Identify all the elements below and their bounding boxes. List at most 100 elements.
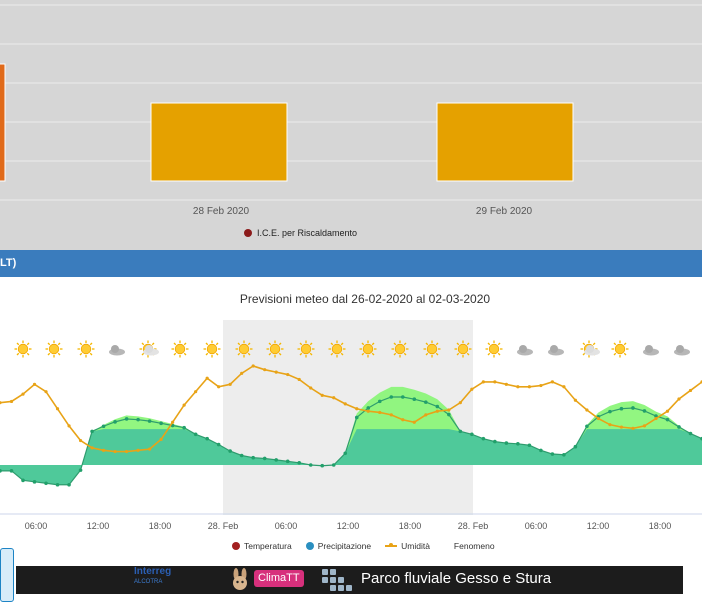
- humidity-point: [113, 449, 117, 454]
- temperature-point: [447, 412, 451, 417]
- legend-item-temperatura[interactable]: Temperatura: [232, 541, 292, 551]
- humidity-point: [424, 413, 428, 417]
- humidity-point: [677, 397, 681, 401]
- legend-label: Umidità: [401, 541, 430, 551]
- humidity-point: [665, 409, 670, 413]
- humidity-point: [447, 408, 451, 412]
- sun-icon: [171, 340, 189, 358]
- sun-icon: [391, 340, 409, 358]
- temperature-point: [516, 441, 520, 446]
- temperature-point: [308, 463, 313, 467]
- x-tick-label: 28. Feb: [208, 521, 239, 531]
- cloud-icon: [548, 345, 564, 356]
- temperature-point: [631, 406, 635, 410]
- humidity-point: [550, 380, 554, 384]
- humidity-point: [642, 424, 647, 428]
- x-tick-label: 28. Feb: [458, 521, 489, 531]
- humidity-point: [481, 380, 485, 384]
- humidity-point: [205, 376, 209, 380]
- humidity-point: [412, 420, 416, 424]
- temperature-point: [366, 406, 371, 410]
- x-tick-label: 29 Feb 2020: [475, 206, 533, 217]
- x-tick-label: 28 Feb 2020: [192, 206, 250, 217]
- sun-icon: [611, 340, 629, 358]
- temperature-point: [343, 451, 348, 456]
- humidity-point: [55, 407, 60, 411]
- ice-legend[interactable]: I.C.E. per Riscaldamento: [244, 228, 357, 238]
- legend-item-fenomeno[interactable]: Fenomeno: [454, 541, 495, 551]
- humidity-point: [124, 449, 129, 454]
- sun-icon: [359, 340, 377, 358]
- legend-item-umidita[interactable]: Umidità: [385, 541, 430, 551]
- humidity-point: [619, 425, 624, 429]
- temperature-point: [573, 444, 578, 449]
- temperature-point: [331, 463, 336, 467]
- ice-bar: [0, 63, 6, 182]
- temperature-point: [101, 424, 106, 429]
- sun-icon: [485, 340, 503, 358]
- temperature-point: [481, 436, 486, 441]
- side-badge[interactable]: [0, 548, 14, 602]
- temperature-point: [424, 400, 428, 404]
- temperature-point: [458, 429, 463, 434]
- humidity-point: [182, 403, 186, 407]
- humidity-point: [148, 447, 152, 451]
- legend-marker: [305, 542, 314, 550]
- legend-label: Temperatura: [244, 541, 292, 551]
- x-tick-label: 18:00: [149, 521, 172, 531]
- humidity-point: [263, 368, 267, 372]
- humidity-point: [504, 382, 508, 386]
- humidity-point: [274, 370, 278, 374]
- section-header-label: LT): [0, 257, 17, 269]
- temperature-point: [608, 409, 612, 414]
- humidity-point: [67, 424, 71, 428]
- ice-bar: [436, 102, 574, 182]
- humidity-point: [32, 382, 37, 386]
- humidity-point: [320, 393, 324, 397]
- sun-icon: [45, 340, 63, 358]
- temperature-point: [412, 397, 417, 401]
- temperature-point: [642, 409, 647, 413]
- temperature-point: [78, 468, 83, 472]
- partly-cloudy-icon: [139, 340, 159, 358]
- humidity-point: [458, 401, 462, 405]
- temperature-area: [0, 429, 702, 485]
- ice-bar: [150, 102, 288, 182]
- humidity-point: [355, 407, 359, 411]
- humidity-point: [493, 380, 497, 384]
- temperature-point: [585, 424, 589, 429]
- temperature-point: [147, 419, 152, 423]
- x-tick-label: 06:00: [525, 521, 548, 531]
- temperature-point: [665, 417, 670, 422]
- climatt-logo: ClimaTT: [254, 570, 304, 587]
- temperature-point: [251, 455, 255, 460]
- cloud-icon: [517, 345, 533, 356]
- temperature-point: [90, 429, 94, 434]
- temperature-point: [619, 406, 624, 411]
- legend-marker: [385, 543, 398, 547]
- temperature-point: [320, 463, 325, 468]
- sun-icon: [266, 340, 284, 358]
- temperature-point: [182, 425, 186, 430]
- meteo-legend: Temperatura Precipitazione Umidità Fenom…: [232, 541, 495, 551]
- chart-title: Previsioni meteo dal 26-02-2020 al 02-03…: [239, 292, 491, 306]
- humidity-point: [516, 385, 520, 389]
- temperature-point: [504, 441, 509, 445]
- humidity-point: [539, 383, 543, 388]
- temperature-point: [539, 448, 543, 453]
- humidity-point: [562, 385, 566, 389]
- temperature-point: [550, 452, 555, 456]
- parco-fluviale-label[interactable]: Parco fluviale Gesso e Stura: [361, 570, 552, 587]
- temperature-point: [113, 420, 117, 424]
- cloud-icon: [643, 345, 659, 356]
- humidity-point: [101, 448, 106, 452]
- temperature-point: [239, 453, 244, 458]
- temperature-point: [389, 395, 394, 399]
- legend-marker: [244, 229, 252, 237]
- humidity-point: [527, 385, 531, 389]
- legend-item-precipitazione[interactable]: Precipitazione: [305, 541, 371, 551]
- temperature-point: [216, 442, 221, 447]
- temperature-point: [0, 469, 2, 473]
- partly-cloudy-icon: [580, 340, 600, 358]
- humidity-point: [378, 410, 382, 415]
